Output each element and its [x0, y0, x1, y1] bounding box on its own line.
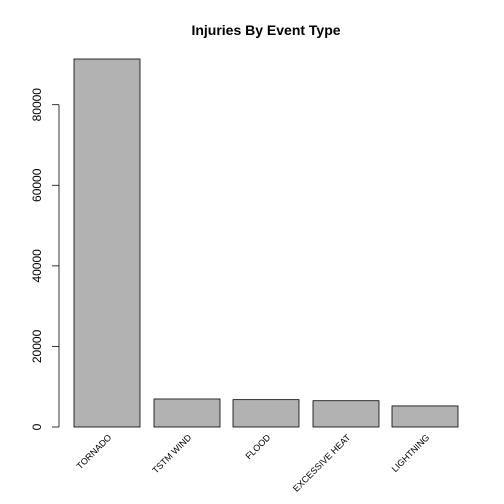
chart-title: Injuries By Event Type — [191, 22, 340, 38]
x-category-label: TORNADO — [75, 432, 114, 471]
bar-lightning — [391, 405, 459, 428]
x-category-label: FLOOD — [243, 432, 272, 461]
y-tick-label: 80000 — [30, 88, 44, 122]
y-tick-label: 20000 — [30, 329, 44, 363]
x-category-label: EXCESSIVE HEAT — [291, 432, 353, 494]
x-axis-labels: TORNADO TSTM WIND FLOOD EXCESSIVE HEAT LIGHT… — [75, 432, 432, 494]
bar-tstm-wind — [153, 398, 221, 428]
bars-group — [73, 58, 459, 428]
x-category-label: TSTM WIND — [150, 432, 193, 475]
bar-excessive-heat — [312, 400, 380, 428]
x-category-label: LIGHTNING — [390, 432, 432, 474]
y-tick-label: 40000 — [30, 249, 44, 283]
bar-tornado — [73, 58, 141, 428]
y-tick-label: 60000 — [30, 168, 44, 202]
y-tick-label: 0 — [30, 423, 44, 430]
y-axis: 0 20000 40000 60000 80000 — [30, 88, 60, 430]
bar-flood — [232, 399, 300, 428]
